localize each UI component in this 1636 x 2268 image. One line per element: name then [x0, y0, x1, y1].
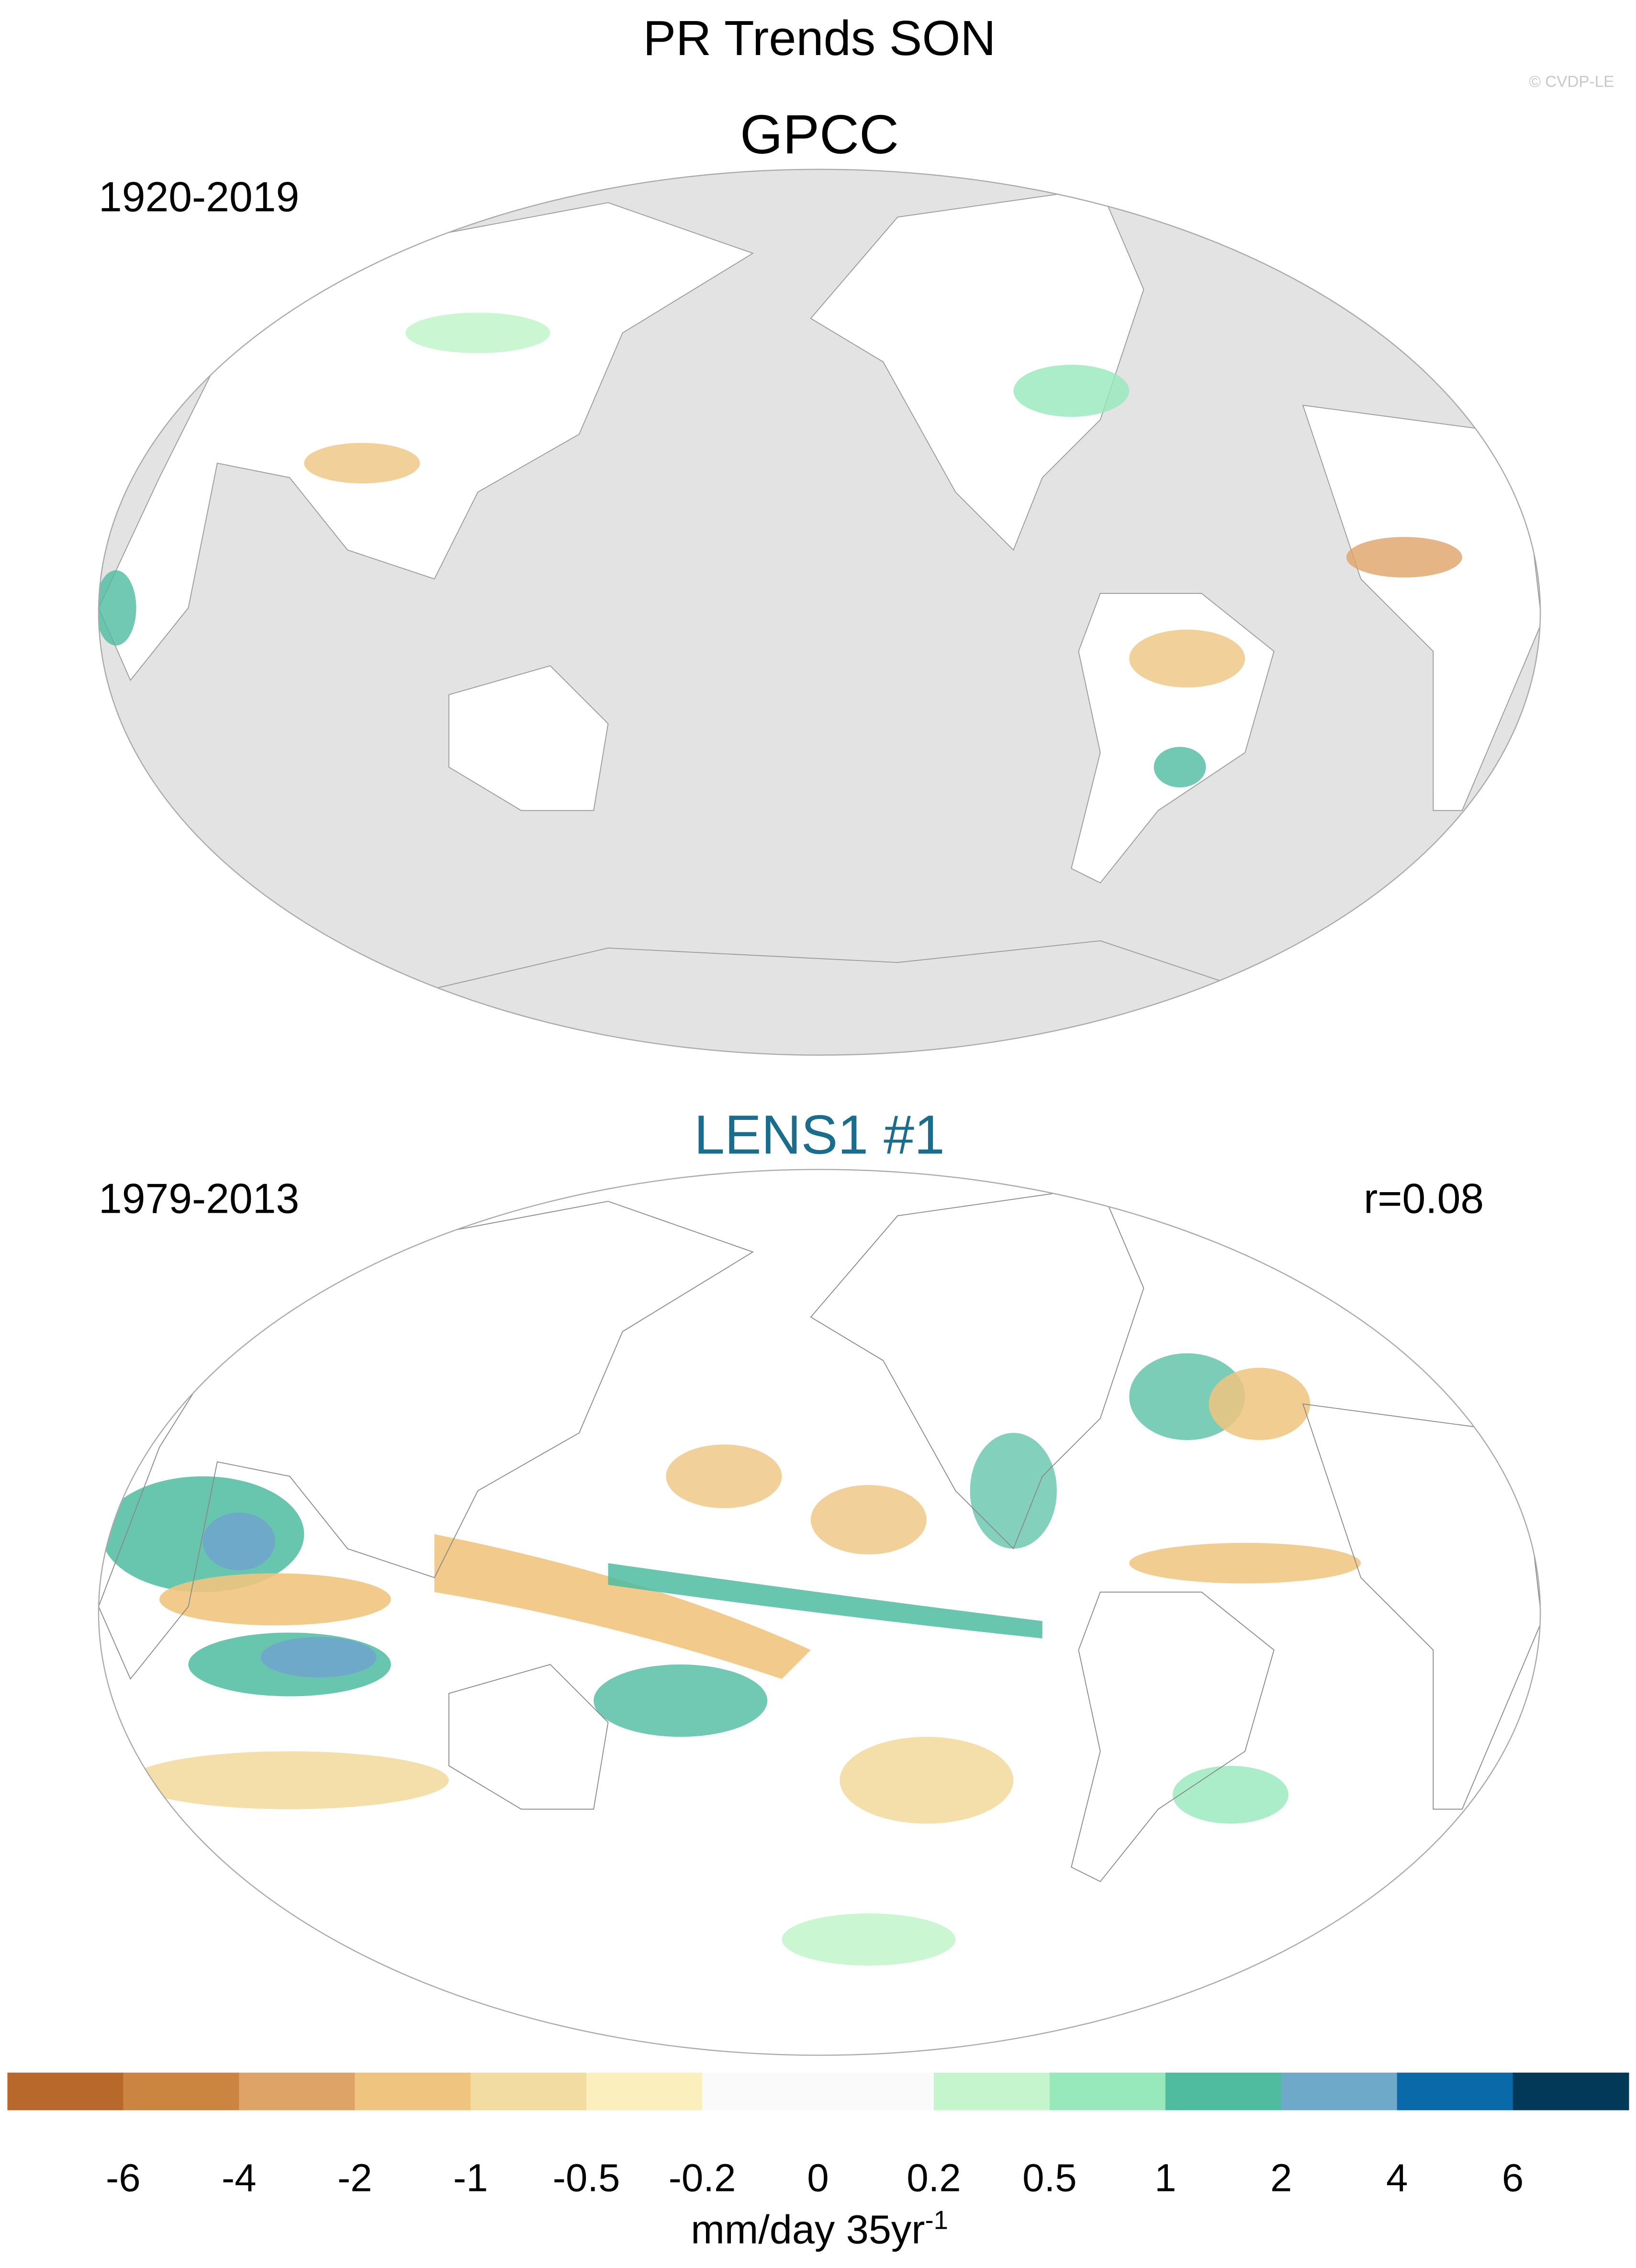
colorbar-label: -4	[222, 2156, 257, 2200]
colorbar-label: 0.2	[907, 2156, 961, 2200]
colorbar-label: 0	[807, 2156, 829, 2200]
pattern	[970, 1433, 1057, 1549]
land-australia	[448, 665, 609, 811]
colorbar-label: -2	[337, 2156, 372, 2200]
pattern	[1013, 365, 1130, 417]
map-top	[98, 169, 1541, 1055]
figure-title: PR Trends SON	[643, 11, 996, 66]
color-box	[1165, 2072, 1282, 2111]
pattern	[159, 1573, 391, 1626]
pattern	[1129, 629, 1245, 688]
pattern	[434, 1534, 811, 1679]
color-box	[933, 2072, 1050, 2111]
color-box	[1397, 2072, 1513, 2111]
color-box	[7, 2072, 124, 2111]
colorbar-label: -0.5	[553, 2156, 620, 2200]
panel-title: LENS1 #1	[694, 1104, 945, 1165]
pattern	[98, 570, 136, 646]
pattern	[202, 1512, 275, 1571]
color-box	[471, 2072, 587, 2111]
panel-period: 1920-2019	[99, 174, 299, 221]
unit-exponent: -1	[925, 2205, 948, 2234]
colorbar-label: 2	[1270, 2156, 1292, 2200]
pattern	[594, 1664, 768, 1737]
credit: © CVDP-LE	[1529, 73, 1614, 90]
color-box	[355, 2072, 471, 2111]
colorbar-label: -6	[106, 2156, 141, 2200]
land-north-america	[810, 188, 1144, 551]
map-bottom	[98, 1169, 1541, 2056]
colorbar-label: -0.2	[669, 2156, 736, 2200]
pattern	[130, 1751, 449, 1810]
coastline	[1071, 1591, 1275, 1882]
map-border	[98, 168, 1541, 1056]
coastline	[448, 1664, 609, 1810]
color-box	[1049, 2072, 1166, 2111]
panel-title: GPCC	[740, 104, 899, 166]
ocean-mask	[98, 169, 1541, 1055]
color-box	[1281, 2072, 1398, 2111]
panel-stat: r=0.08	[1364, 1175, 1484, 1222]
pattern	[1172, 1765, 1289, 1824]
pattern	[782, 1913, 956, 1966]
unit-text: mm/day 35yr	[691, 2207, 925, 2252]
pattern	[405, 313, 550, 353]
panel-period: 1979-2013	[99, 1175, 299, 1222]
colorbar-label: 1	[1154, 2156, 1176, 2200]
color-box	[1513, 2072, 1629, 2111]
pattern	[608, 1563, 1042, 1639]
color-box	[123, 2072, 240, 2111]
colorbar-label: 0.5	[1022, 2156, 1077, 2200]
land-antarctica	[390, 940, 1275, 1055]
pattern	[1346, 536, 1462, 578]
colorbar: -6 -4 -2 -1 -0.5 -0.2 0 0.2 0.5 1 2 4 6	[7, 2072, 1629, 2200]
coastline	[98, 1201, 754, 1680]
color-box	[702, 2072, 818, 2111]
pattern	[1209, 1367, 1311, 1441]
colorbar-label: 6	[1502, 2156, 1524, 2200]
pattern	[260, 1637, 377, 1678]
pattern	[1154, 747, 1206, 788]
coastline	[810, 1186, 1144, 1550]
pattern	[666, 1444, 782, 1508]
color-box	[586, 2072, 703, 2111]
pattern	[810, 1485, 927, 1555]
map-border	[98, 1169, 1541, 2056]
color-box	[818, 2072, 934, 2111]
colorbar-label: 4	[1386, 2156, 1408, 2200]
pattern	[304, 443, 420, 484]
colorbar-label: -1	[453, 2156, 488, 2200]
colorbar-unit: mm/day 35yr-1	[691, 2205, 948, 2252]
pattern	[840, 1737, 1014, 1824]
color-box	[239, 2072, 356, 2111]
pattern	[1129, 1542, 1361, 1584]
